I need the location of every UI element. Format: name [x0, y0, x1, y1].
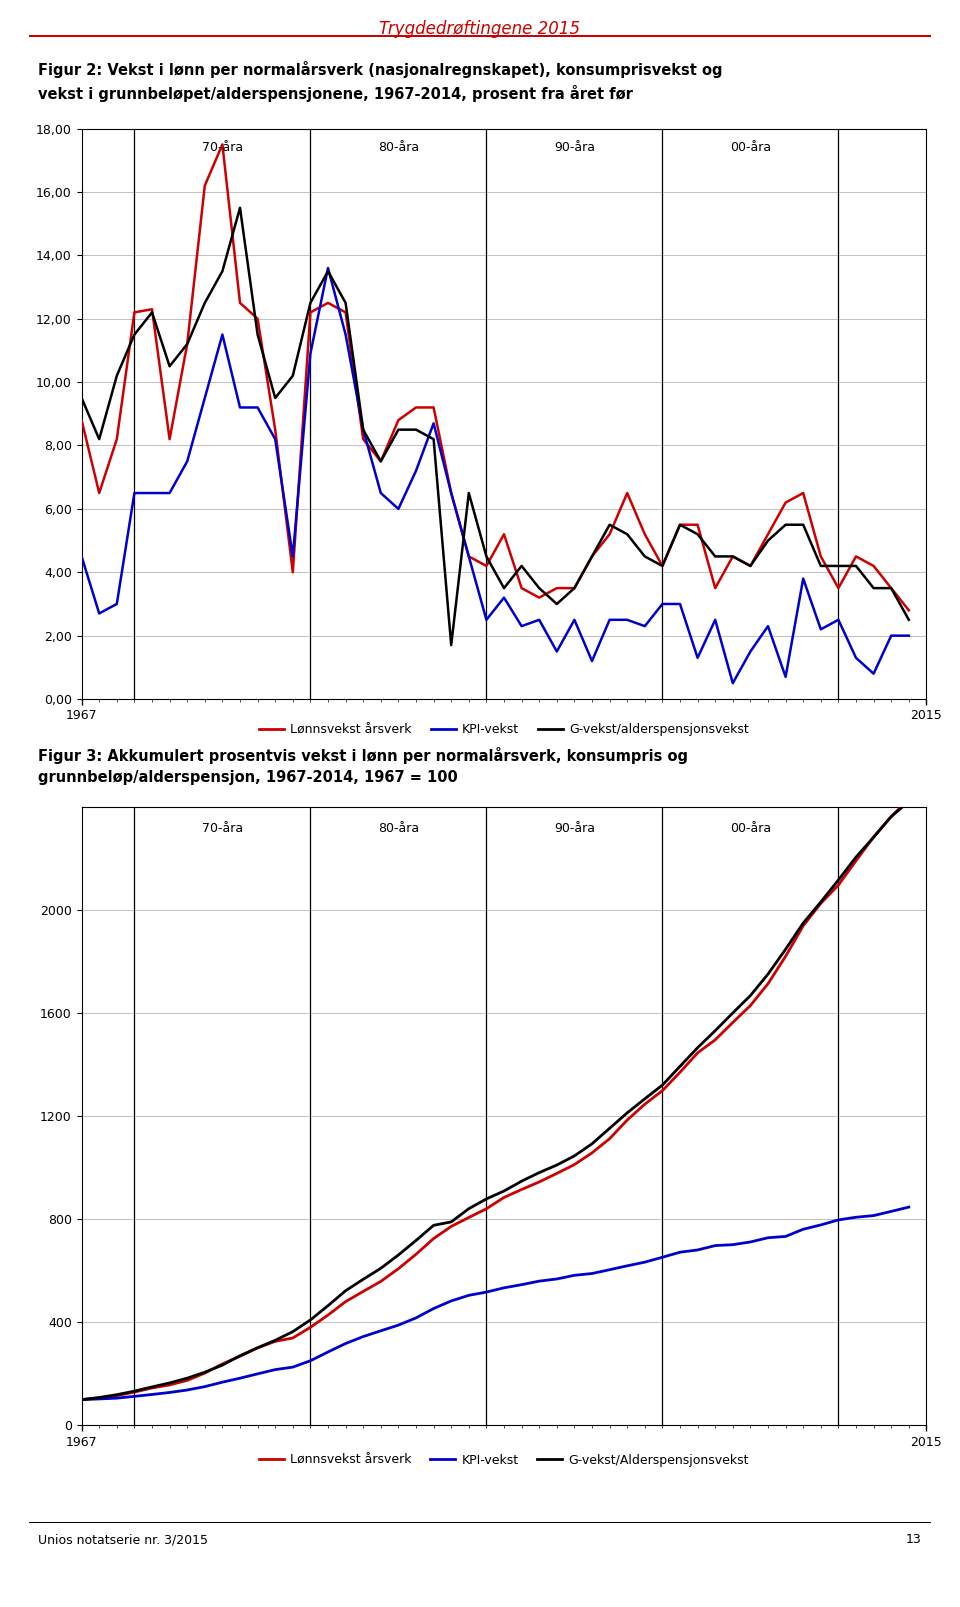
Legend: Lønnsvekst årsverk, KPI-vekst, G-vekst/alderspensjonsvekst: Lønnsvekst årsverk, KPI-vekst, G-vekst/a…	[254, 718, 754, 741]
Legend: Lønnsvekst årsverk, KPI-vekst, G-vekst/Alderspensjonsvekst: Lønnsvekst årsverk, KPI-vekst, G-vekst/A…	[253, 1450, 755, 1472]
Text: 70-åra: 70-åra	[202, 141, 243, 154]
Text: Figur 3: Akkumulert prosentvis vekst i lønn per normalårsverk, konsumpris og
gru: Figur 3: Akkumulert prosentvis vekst i l…	[38, 747, 688, 786]
Text: Unios notatserie nr. 3/2015: Unios notatserie nr. 3/2015	[38, 1533, 208, 1546]
Text: 00-åra: 00-åra	[730, 823, 771, 836]
Text: Trygdedrøftingene 2015: Trygdedrøftingene 2015	[379, 19, 581, 39]
Text: 80-åra: 80-åra	[378, 823, 419, 836]
Text: Figur 2: Vekst i lønn per normalårsverk (nasjonalregnskapet), konsumprisvekst og: Figur 2: Vekst i lønn per normalårsverk …	[38, 61, 723, 103]
Text: 80-åra: 80-åra	[378, 141, 419, 154]
Text: 90-åra: 90-åra	[554, 141, 595, 154]
Text: 90-åra: 90-åra	[554, 823, 595, 836]
Text: 00-åra: 00-åra	[730, 141, 771, 154]
Text: 13: 13	[906, 1533, 922, 1546]
Text: 70-åra: 70-åra	[202, 823, 243, 836]
